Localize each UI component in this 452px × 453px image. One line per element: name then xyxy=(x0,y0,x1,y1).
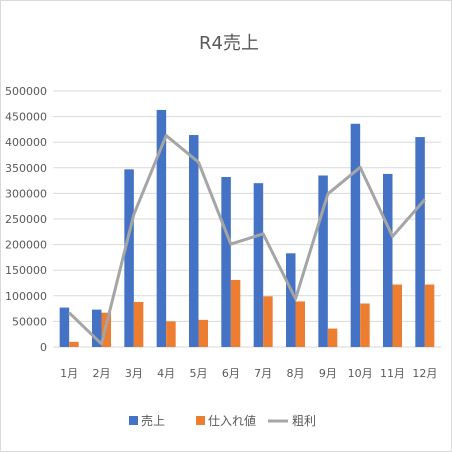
y-tick-label: 250000 xyxy=(5,213,47,226)
bar-purchase xyxy=(230,279,241,347)
y-tick-label: 150000 xyxy=(5,264,47,277)
x-tick-label: 5月 xyxy=(190,367,208,380)
bar-sales xyxy=(383,173,393,347)
legend-label: 売上 xyxy=(141,413,165,428)
bar-sales xyxy=(156,109,167,347)
x-tick-label: 4月 xyxy=(157,367,175,380)
bar-purchase xyxy=(133,301,144,347)
bar-purchase xyxy=(424,284,435,347)
y-tick-label: 500000 xyxy=(5,85,47,98)
y-tick-label: 0 xyxy=(40,341,47,354)
bar-purchase xyxy=(166,321,176,347)
x-tick-label: 9月 xyxy=(319,367,337,380)
legend: 売上 仕入れ値 粗利 xyxy=(129,413,316,428)
bar-purchase xyxy=(392,284,402,347)
y-tick-label: 450000 xyxy=(5,111,47,124)
bar-sales xyxy=(221,177,231,347)
x-tick-label: 11月 xyxy=(380,367,405,380)
y-tick-label: 350000 xyxy=(5,162,47,175)
x-tick-label: 8月 xyxy=(287,367,305,380)
y-tick-label: 100000 xyxy=(5,290,47,303)
gridlines xyxy=(53,90,441,348)
bar-series xyxy=(59,109,435,347)
y-tick-label: 200000 xyxy=(5,239,47,252)
x-tick-label: 12月 xyxy=(412,367,437,380)
bar-purchase xyxy=(198,319,208,347)
legend-swatch xyxy=(196,416,205,425)
legend-label: 仕入れ値 xyxy=(208,413,256,428)
x-tick-label: 6月 xyxy=(222,367,240,380)
x-axis: 1月 2月 3月 4月 5月 6月 7月 8月 9月 10月 11月 12月 xyxy=(60,367,437,380)
y-tick-label: 400000 xyxy=(5,136,47,149)
bar-purchase xyxy=(69,341,79,347)
y-axis: 0 50000 100000 150000 200000 250000 300000 3500… xyxy=(5,85,47,354)
line-series xyxy=(68,134,426,346)
bar-sales xyxy=(124,169,134,347)
x-tick-label: 3月 xyxy=(125,367,143,380)
chart-title: R4売上 xyxy=(199,33,259,54)
bar-sales xyxy=(189,135,199,347)
bar-sales xyxy=(286,253,296,347)
x-tick-label: 1月 xyxy=(60,367,78,380)
line-gross-profit xyxy=(68,134,426,346)
x-tick-label: 10月 xyxy=(348,367,373,380)
bar-purchase xyxy=(327,328,338,347)
bar-purchase xyxy=(263,296,273,347)
x-tick-label: 7月 xyxy=(254,367,272,380)
bar-sales xyxy=(92,309,102,347)
x-tick-label: 2月 xyxy=(93,367,111,380)
legend-swatch xyxy=(129,416,138,425)
y-tick-label: 50000 xyxy=(12,315,47,328)
bar-sales xyxy=(350,123,361,347)
bar-sales xyxy=(318,175,328,347)
bar-sales xyxy=(253,183,264,347)
legend-label: 粗利 xyxy=(292,414,316,428)
y-tick-label: 300000 xyxy=(5,187,47,200)
bar-sales xyxy=(415,137,425,347)
bar-sales xyxy=(59,307,70,347)
bar-purchase xyxy=(360,303,370,347)
bar-purchase xyxy=(295,301,305,347)
